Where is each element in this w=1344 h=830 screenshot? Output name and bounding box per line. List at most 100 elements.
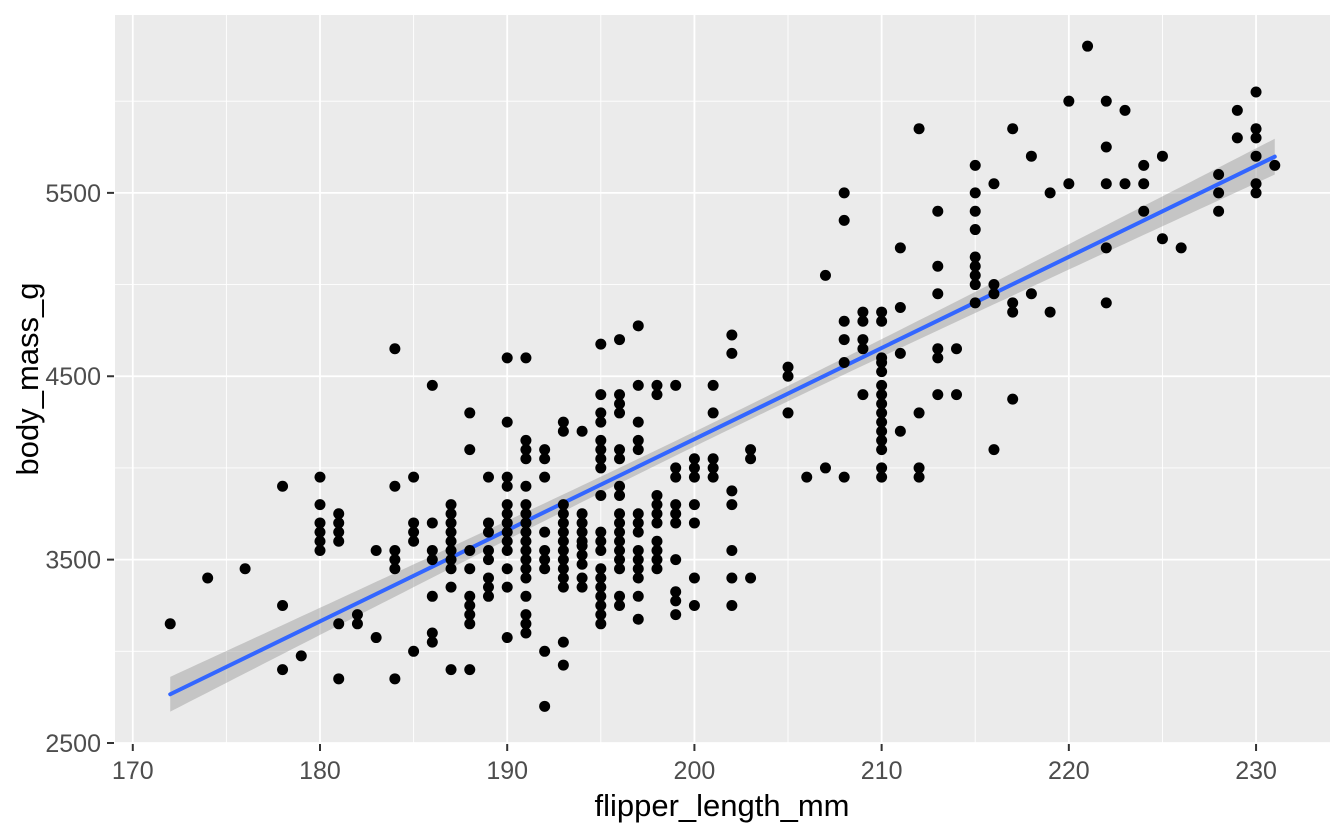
data-point <box>614 453 626 465</box>
data-point <box>876 366 888 378</box>
data-point <box>314 535 326 547</box>
data-point <box>501 352 513 364</box>
data-point <box>501 526 513 538</box>
data-point <box>576 572 588 584</box>
data-point <box>314 499 326 511</box>
data-point <box>857 306 869 318</box>
data-point <box>951 389 963 401</box>
data-point <box>408 471 420 483</box>
data-point <box>651 535 663 547</box>
data-point <box>1119 178 1131 190</box>
data-point <box>333 535 345 547</box>
data-point <box>557 581 569 593</box>
data-point <box>501 471 513 483</box>
data-point <box>651 389 663 401</box>
data-point <box>876 306 888 318</box>
data-point <box>614 334 626 346</box>
data-point <box>389 673 401 685</box>
data-point <box>876 398 888 410</box>
data-point <box>726 329 738 341</box>
data-point <box>389 480 401 492</box>
data-point <box>314 471 326 483</box>
data-point <box>969 297 981 309</box>
data-point <box>632 320 644 332</box>
data-point <box>988 178 1000 190</box>
y-axis-title: body_mass_g <box>10 282 45 475</box>
data-point <box>913 471 925 483</box>
data-point <box>464 609 476 621</box>
data-point <box>464 544 476 556</box>
data-point <box>501 535 513 547</box>
data-point <box>595 544 607 556</box>
data-point <box>351 609 363 621</box>
data-point <box>1082 40 1094 52</box>
data-point <box>595 581 607 593</box>
data-point <box>557 636 569 648</box>
data-point <box>913 407 925 419</box>
data-point <box>408 645 420 657</box>
data-point <box>932 389 944 401</box>
data-point <box>614 444 626 456</box>
data-point <box>539 700 551 712</box>
data-point <box>688 599 700 611</box>
data-point <box>520 453 532 465</box>
data-point <box>501 544 513 556</box>
data-point <box>707 407 719 419</box>
data-point <box>277 480 289 492</box>
data-point <box>426 590 438 602</box>
data-point <box>876 462 888 474</box>
data-point <box>557 416 569 428</box>
data-point <box>595 338 607 350</box>
data-point <box>1213 169 1225 181</box>
data-point <box>333 517 345 529</box>
data-point <box>520 526 532 538</box>
data-point <box>539 554 551 566</box>
data-point <box>426 636 438 648</box>
data-point <box>595 444 607 456</box>
data-point <box>632 517 644 529</box>
data-point <box>595 618 607 630</box>
data-point <box>370 632 382 644</box>
data-point <box>857 343 869 355</box>
data-point <box>520 572 532 584</box>
x-tick-label: 180 <box>299 757 341 785</box>
data-point <box>557 508 569 520</box>
data-point <box>520 499 532 511</box>
data-point <box>632 508 644 520</box>
data-point <box>539 444 551 456</box>
data-point <box>464 618 476 630</box>
y-tick-label: 2500 <box>45 730 101 758</box>
data-point <box>595 389 607 401</box>
data-point <box>1100 178 1112 190</box>
data-point <box>614 480 626 492</box>
data-point <box>501 563 513 575</box>
data-point <box>670 609 682 621</box>
data-point <box>501 581 513 593</box>
y-tick-label: 4500 <box>45 363 101 391</box>
data-point <box>557 499 569 511</box>
data-point <box>408 535 420 547</box>
data-point <box>501 480 513 492</box>
data-point <box>632 416 644 428</box>
data-point <box>464 590 476 602</box>
data-point <box>520 609 532 621</box>
data-point <box>819 269 831 281</box>
data-point <box>520 434 532 446</box>
data-point <box>614 508 626 520</box>
x-tick-label: 200 <box>674 757 716 785</box>
data-point <box>595 434 607 446</box>
data-point <box>670 379 682 391</box>
data-point <box>745 453 757 465</box>
data-point <box>333 526 345 538</box>
data-point <box>726 544 738 556</box>
data-point <box>520 517 532 529</box>
data-point <box>520 535 532 547</box>
data-point <box>707 462 719 474</box>
data-point <box>464 563 476 575</box>
data-point <box>595 572 607 584</box>
data-point <box>632 379 644 391</box>
data-point <box>838 471 850 483</box>
data-point <box>595 489 607 501</box>
data-point <box>333 618 345 630</box>
data-point <box>595 563 607 575</box>
